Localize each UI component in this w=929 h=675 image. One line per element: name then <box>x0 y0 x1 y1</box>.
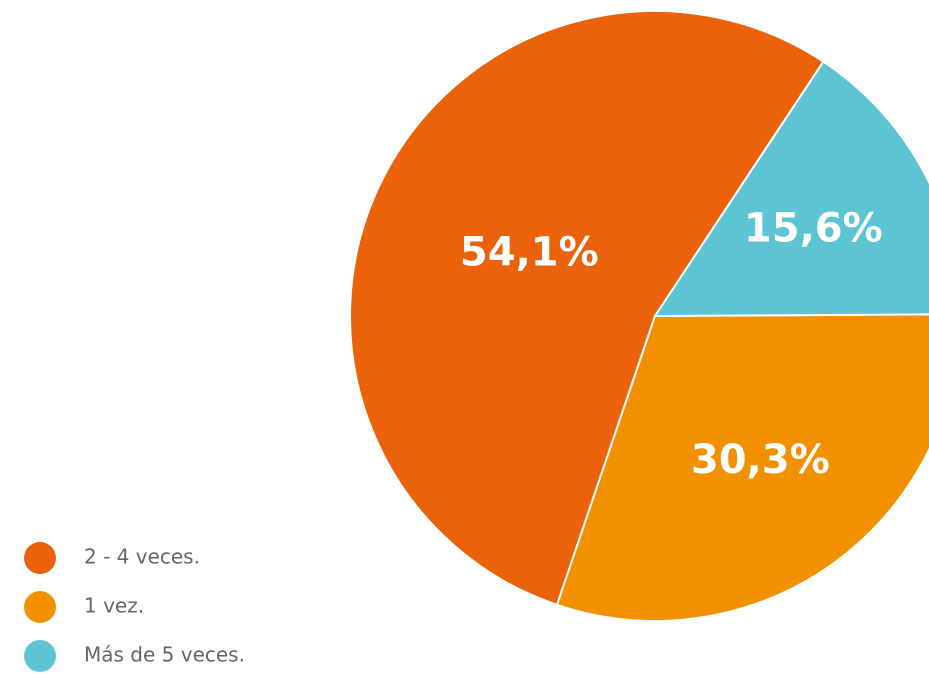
legend-label: 2 - 4 veces. <box>84 545 200 569</box>
pie-slice <box>349 10 825 606</box>
legend-label: 1 vez. <box>84 594 144 618</box>
legend: 2 - 4 veces. 1 vez. Más de 5 veces. <box>24 542 245 672</box>
legend-swatch <box>24 542 56 574</box>
legend-swatch <box>24 591 56 623</box>
legend-label: Más de 5 veces. <box>84 643 245 667</box>
pie-slice <box>654 60 929 317</box>
pie-slice <box>556 313 929 622</box>
legend-swatch <box>24 640 56 672</box>
data-labels: 54,1% 30,3% 15,6% <box>460 205 883 483</box>
pie <box>349 10 929 622</box>
data-label: 54,1% <box>460 229 599 275</box>
data-label: 15,6% <box>744 205 883 251</box>
data-label: 30,3% <box>691 437 830 483</box>
